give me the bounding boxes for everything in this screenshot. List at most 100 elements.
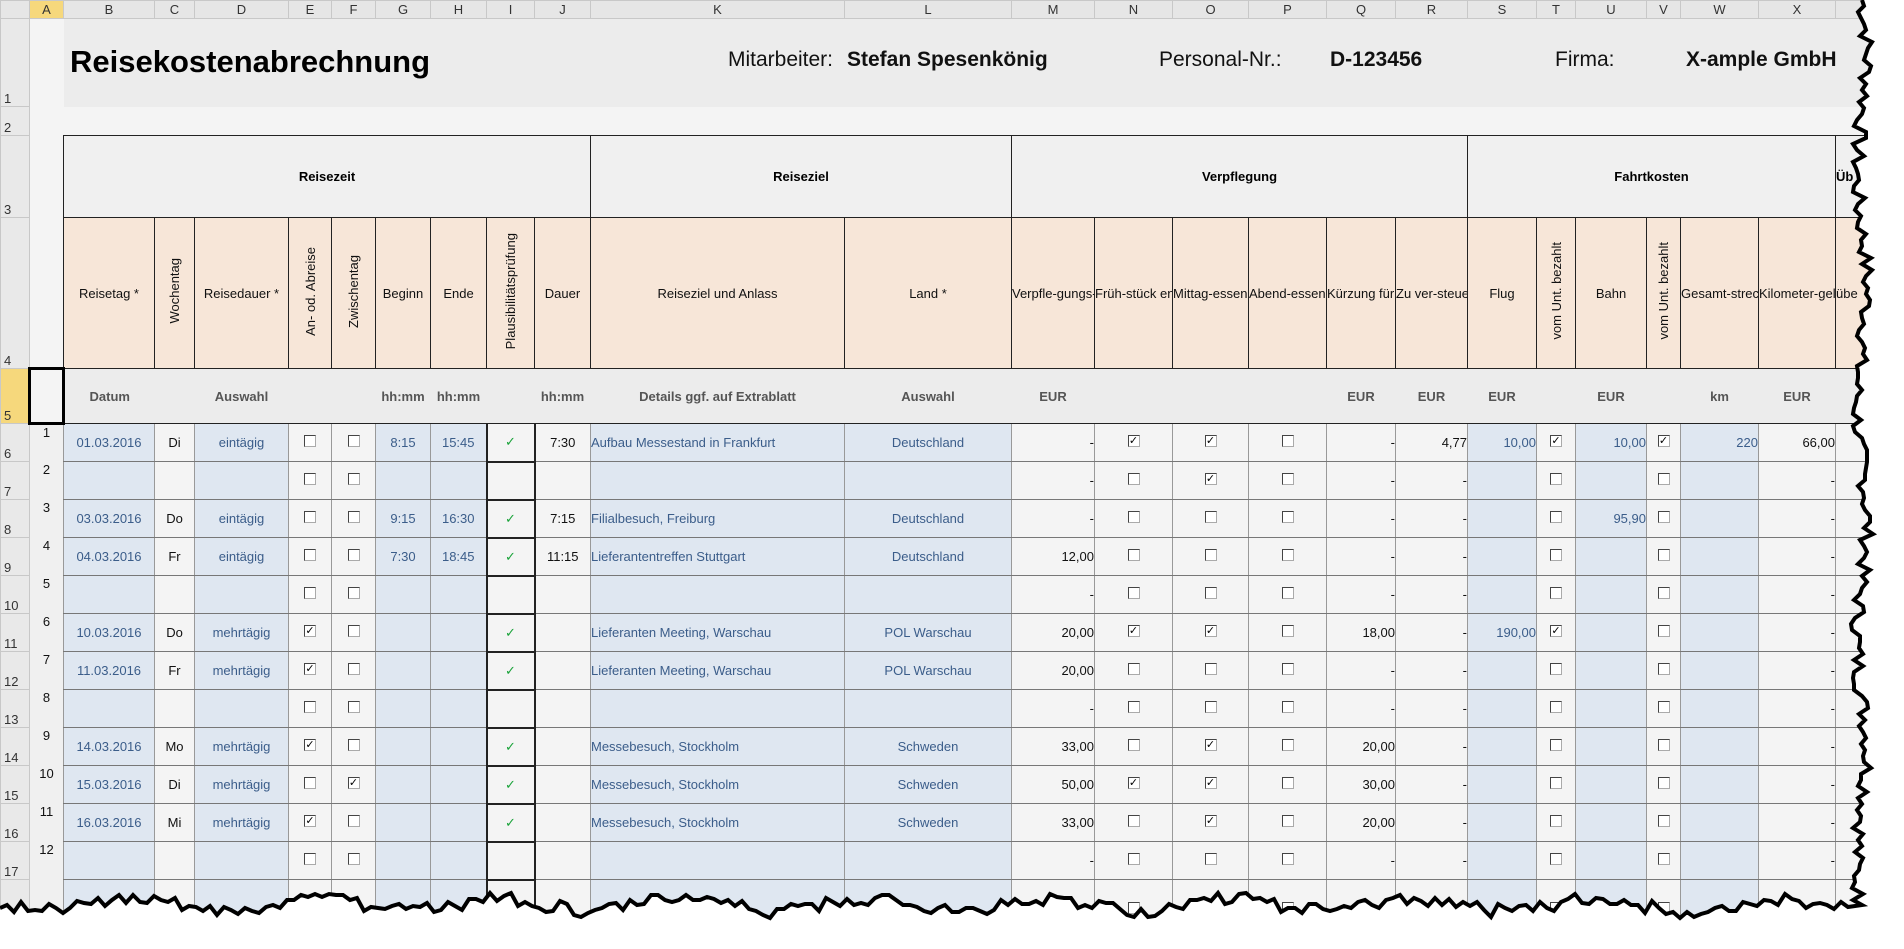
column-header-H[interactable]: H (430, 0, 487, 19)
date-cell[interactable]: 03.03.2016 (63, 499, 155, 538)
train-paid-by-company-checkbox[interactable] (1657, 510, 1670, 523)
lunch-checkbox[interactable] (1204, 548, 1217, 561)
distance-km-cell[interactable] (1680, 461, 1759, 500)
duration-select[interactable]: mehrtägig (194, 765, 289, 804)
destination-cell[interactable]: Lieferantentreffen Stuttgart (590, 537, 845, 576)
arrival-departure-checkbox[interactable] (304, 700, 316, 713)
duration-select[interactable]: mehrtägig (194, 651, 289, 690)
intermediate-day-checkbox[interactable] (347, 510, 360, 523)
destination-cell[interactable]: Aufbau Messestand in Frankfurt (590, 423, 845, 462)
date-cell[interactable]: 14.03.2016 (63, 727, 155, 766)
flight-paid-by-company-checkbox[interactable] (1550, 852, 1562, 865)
end-time-cell[interactable]: 15:45 (430, 423, 487, 462)
destination-cell[interactable]: Messebesuch, Stockholm (590, 803, 845, 842)
date-cell[interactable]: 11.03.2016 (63, 651, 155, 690)
train-paid-by-company-checkbox[interactable] (1657, 738, 1670, 751)
flight-paid-by-company-checkbox[interactable] (1550, 472, 1562, 485)
breakfast-checkbox[interactable] (1127, 700, 1140, 713)
intermediate-day-checkbox[interactable]: ✓ (347, 776, 360, 789)
distance-km-cell[interactable] (1680, 499, 1759, 538)
arrival-departure-checkbox[interactable]: ✓ (304, 624, 316, 637)
train-cost-cell[interactable] (1575, 537, 1647, 576)
train-cost-cell[interactable] (1575, 613, 1647, 652)
breakfast-checkbox[interactable] (1127, 510, 1140, 523)
train-cost-cell[interactable] (1575, 689, 1647, 728)
duration-select[interactable]: eintägig (194, 499, 289, 538)
row-header-12[interactable]: 12 (0, 651, 30, 690)
train-paid-by-company-checkbox[interactable] (1657, 472, 1670, 485)
breakfast-checkbox[interactable] (1127, 548, 1140, 561)
flight-paid-by-company-checkbox[interactable] (1550, 814, 1562, 827)
destination-cell[interactable] (590, 841, 845, 880)
flight-cost-cell[interactable] (1467, 651, 1537, 690)
duration-select[interactable]: eintägig (194, 423, 289, 462)
flight-paid-by-company-checkbox[interactable] (1550, 548, 1562, 561)
flight-cost-cell[interactable] (1467, 499, 1537, 538)
train-paid-by-company-checkbox[interactable] (1657, 776, 1670, 789)
flight-paid-by-company-checkbox[interactable] (1550, 662, 1562, 675)
column-header-D[interactable]: D (194, 0, 289, 19)
train-cost-cell[interactable] (1575, 803, 1647, 842)
start-time-cell[interactable] (375, 689, 431, 728)
start-time-cell[interactable]: 9:15 (375, 499, 431, 538)
column-header-M[interactable]: M (1011, 0, 1095, 19)
arrival-departure-checkbox[interactable] (304, 548, 316, 561)
breakfast-checkbox[interactable] (1127, 814, 1140, 827)
flight-paid-by-company-checkbox[interactable] (1550, 776, 1562, 789)
train-paid-by-company-checkbox[interactable] (1657, 586, 1670, 599)
flight-cost-cell[interactable] (1467, 841, 1537, 880)
dinner-checkbox[interactable] (1281, 814, 1294, 827)
duration-select[interactable] (194, 841, 289, 880)
end-time-cell[interactable] (430, 613, 487, 652)
flight-cost-cell[interactable]: 10,00 (1467, 423, 1537, 462)
arrival-departure-checkbox[interactable]: ✓ (304, 814, 316, 827)
dinner-checkbox[interactable] (1281, 624, 1294, 637)
date-cell[interactable] (63, 841, 155, 880)
row-header-8[interactable]: 8 (0, 499, 30, 538)
duration-select[interactable] (194, 575, 289, 614)
row-header-11[interactable]: 11 (0, 613, 30, 652)
start-time-cell[interactable]: 7:30 (375, 537, 431, 576)
end-time-cell[interactable]: 16:30 (430, 499, 487, 538)
end-time-cell[interactable] (430, 651, 487, 690)
duration-select[interactable]: mehrtägig (194, 613, 289, 652)
arrival-departure-checkbox[interactable]: ✓ (304, 738, 316, 751)
personnel-number[interactable]: D-123456 (1330, 48, 1423, 71)
arrival-departure-checkbox[interactable] (304, 472, 316, 485)
country-select[interactable] (844, 461, 1012, 500)
arrival-departure-checkbox[interactable] (304, 776, 316, 789)
train-cost-cell[interactable] (1575, 765, 1647, 804)
dinner-checkbox[interactable] (1281, 434, 1294, 447)
date-cell[interactable] (63, 461, 155, 500)
employee-name[interactable]: Stefan Spesenkönig (847, 48, 1048, 71)
dinner-checkbox[interactable] (1281, 548, 1294, 561)
lunch-checkbox[interactable]: ✓ (1204, 814, 1217, 827)
lunch-checkbox[interactable]: ✓ (1204, 472, 1217, 485)
breakfast-checkbox[interactable] (1127, 586, 1140, 599)
intermediate-day-checkbox[interactable] (347, 852, 360, 865)
distance-km-cell[interactable] (1680, 841, 1759, 880)
flight-cost-cell[interactable] (1467, 727, 1537, 766)
destination-cell[interactable] (590, 575, 845, 614)
column-header-J[interactable]: J (534, 0, 591, 19)
dinner-checkbox[interactable] (1281, 662, 1294, 675)
column-header-A[interactable]: A (29, 0, 64, 19)
country-select[interactable]: Schweden (844, 727, 1012, 766)
country-select[interactable]: Schweden (844, 765, 1012, 804)
row-header-7[interactable]: 7 (0, 461, 30, 500)
start-time-cell[interactable] (375, 613, 431, 652)
train-cost-cell[interactable] (1575, 727, 1647, 766)
dinner-checkbox[interactable] (1281, 510, 1294, 523)
row-header-4[interactable]: 4 (0, 217, 30, 369)
distance-km-cell[interactable] (1680, 537, 1759, 576)
row-header-6[interactable]: 6 (0, 423, 30, 462)
dinner-checkbox[interactable] (1281, 700, 1294, 713)
row-header-1[interactable]: 1 (0, 18, 30, 107)
breakfast-checkbox[interactable]: ✓ (1127, 624, 1140, 637)
end-time-cell[interactable] (430, 841, 487, 880)
lunch-checkbox[interactable] (1204, 700, 1217, 713)
row-header-9[interactable]: 9 (0, 537, 30, 576)
train-paid-by-company-checkbox[interactable] (1657, 624, 1670, 637)
country-select[interactable]: Deutschland (844, 499, 1012, 538)
start-time-cell[interactable] (375, 651, 431, 690)
